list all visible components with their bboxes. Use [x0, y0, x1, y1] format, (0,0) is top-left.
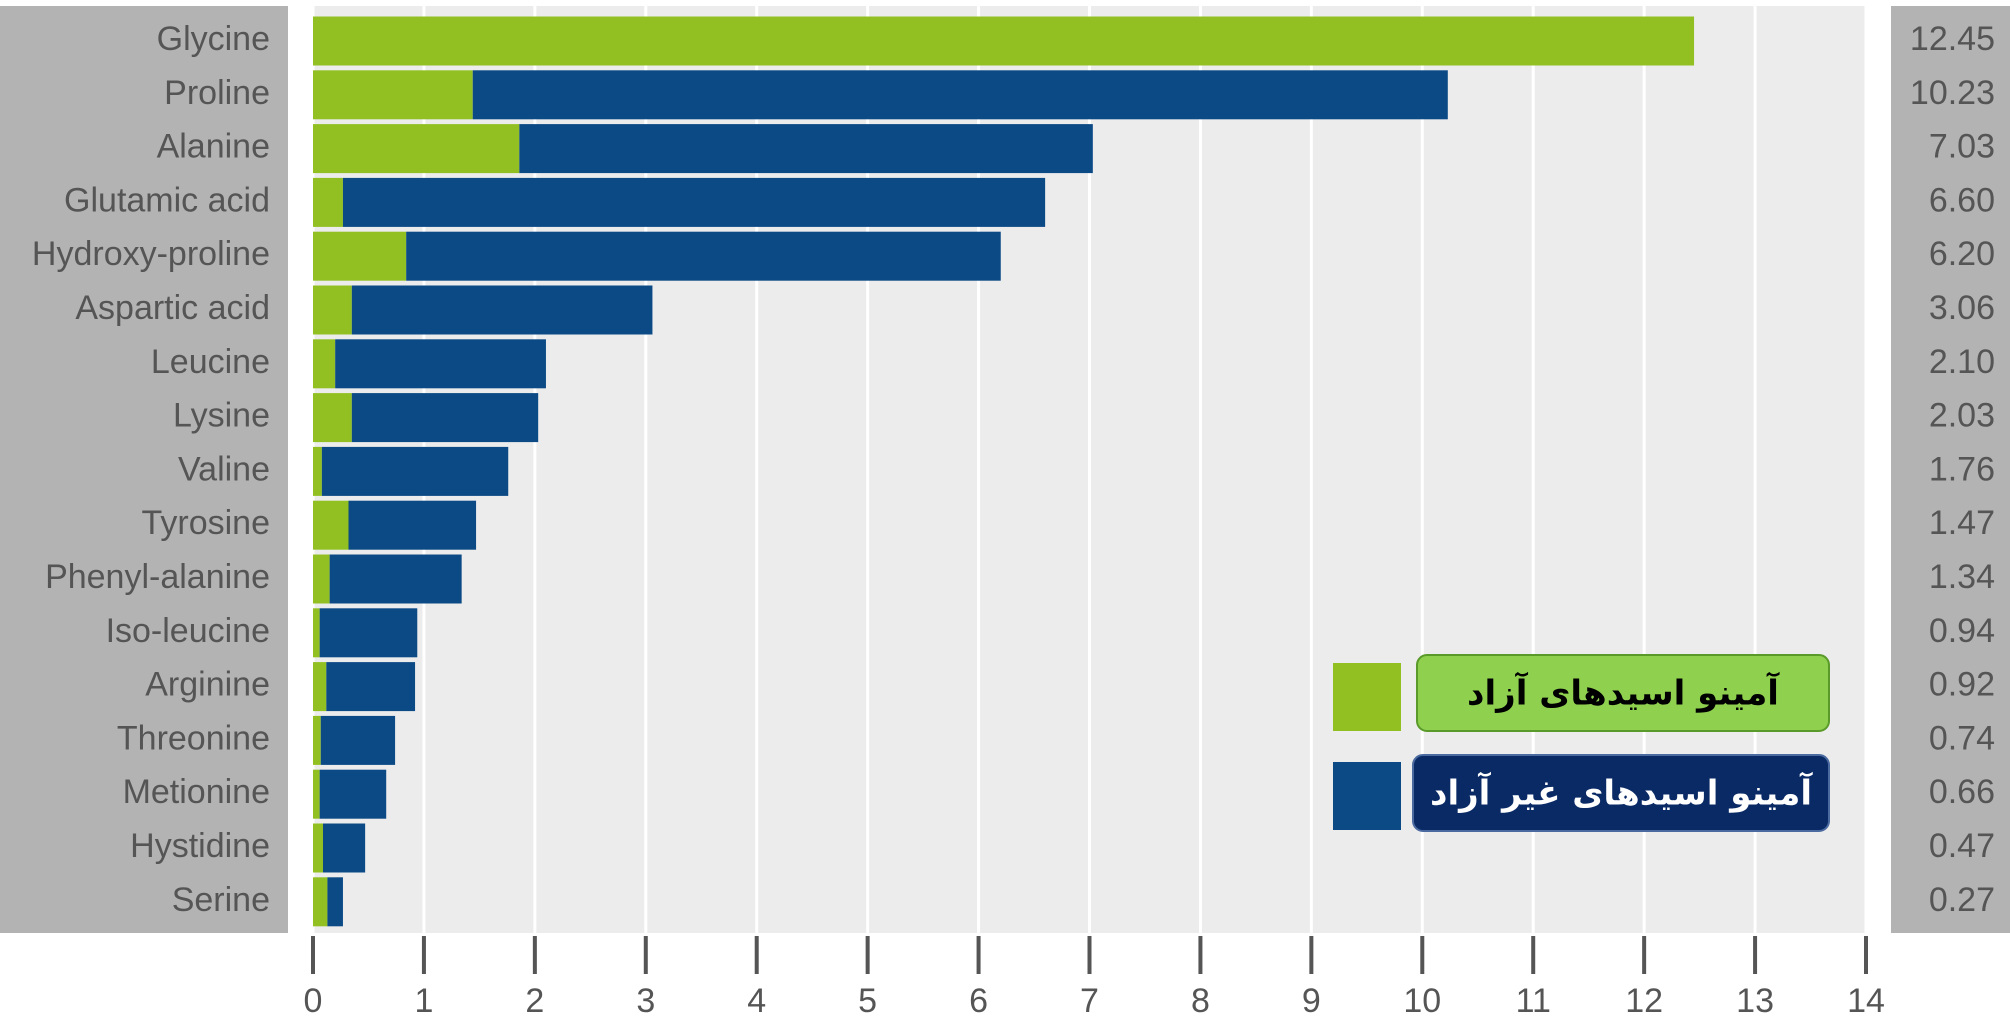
category-label: Phenyl-alanine: [45, 558, 270, 596]
total-label: 0.94: [1929, 612, 1995, 650]
bar-segment: [313, 177, 343, 227]
category-label: Tyrosine: [142, 504, 271, 542]
x-tick-label: 9: [1302, 982, 1321, 1020]
x-tick-label: 4: [747, 982, 766, 1020]
total-label: 0.74: [1929, 719, 1995, 757]
bar-segment: [519, 124, 1093, 174]
x-tick-label: 0: [304, 982, 323, 1020]
x-tick-label: 5: [858, 982, 877, 1020]
bar-segment: [348, 500, 477, 550]
category-label: Hystidine: [130, 827, 270, 865]
legend-box: [1416, 654, 1830, 732]
total-label: 12.45: [1910, 20, 1995, 58]
total-label: 3.06: [1929, 289, 1995, 327]
bar-segment: [313, 877, 328, 927]
total-label: 1.76: [1929, 450, 1995, 488]
x-tick-label: 10: [1403, 982, 1441, 1020]
category-label: Proline: [164, 74, 270, 112]
x-tick-label: 7: [1080, 982, 1099, 1020]
bar-segment: [313, 554, 330, 604]
bar-segment: [321, 446, 509, 496]
total-label: 1.47: [1929, 504, 1995, 542]
category-label: Lysine: [173, 397, 270, 435]
bar-segment: [313, 715, 321, 765]
total-label: 6.20: [1929, 235, 1995, 273]
bar-segment: [313, 446, 322, 496]
bar-segment: [320, 715, 396, 765]
total-label: 0.92: [1929, 666, 1995, 704]
bar-segment: [472, 70, 1448, 120]
total-label: 6.60: [1929, 181, 1995, 219]
category-label: Aspartic acid: [75, 289, 270, 327]
total-label: 7.03: [1929, 128, 1995, 166]
x-tick-label: 13: [1736, 982, 1774, 1020]
bar-segment: [313, 70, 473, 120]
total-label: 1.34: [1929, 558, 1995, 596]
legend-label: آمینو اسیدهای غیر آزاد: [1430, 772, 1813, 814]
bar-segment: [313, 769, 320, 819]
total-label: 10.23: [1910, 74, 1995, 112]
category-label: Iso-leucine: [106, 612, 270, 650]
bar-segment: [313, 339, 336, 389]
category-label: Leucine: [151, 343, 270, 381]
bar-segment: [351, 285, 653, 335]
legend-swatch: [1333, 663, 1401, 731]
category-label: Serine: [172, 881, 270, 919]
x-tick-label: 3: [636, 982, 655, 1020]
category-label: Threonine: [117, 719, 270, 757]
x-tick-label: 12: [1625, 982, 1663, 1020]
bar-segment: [326, 662, 416, 712]
total-label: 2.10: [1929, 343, 1995, 381]
x-tick-label: 14: [1847, 982, 1885, 1020]
bar-segment: [313, 285, 352, 335]
bar-segment: [319, 769, 387, 819]
bar-segment: [313, 231, 407, 281]
x-tick-label: 11: [1516, 982, 1551, 1020]
bar-segment: [335, 339, 546, 389]
bar-segment: [351, 393, 539, 443]
category-label: Valine: [178, 450, 270, 488]
bar-segment: [406, 231, 1001, 281]
legend-box: [1412, 754, 1830, 832]
bar-segment: [313, 500, 349, 550]
x-tick-label: 6: [969, 982, 988, 1020]
x-tick-label: 1: [414, 982, 433, 1020]
category-label: Arginine: [145, 666, 270, 704]
category-label: Alanine: [157, 128, 270, 166]
total-label: 0.47: [1929, 827, 1995, 865]
total-panel: [1891, 6, 2010, 933]
bar-segment: [319, 608, 418, 658]
bar-segment: [313, 608, 320, 658]
legend-label: آمینو اسیدهای آزاد: [1467, 672, 1780, 714]
total-label: 2.03: [1929, 397, 1995, 435]
bar-segment: [342, 177, 1046, 227]
category-panel: [0, 6, 288, 933]
category-label: Glutamic acid: [64, 181, 270, 219]
x-tick-label: 2: [525, 982, 544, 1020]
bar-segment: [327, 877, 343, 927]
total-label: 0.66: [1929, 773, 1995, 811]
total-label: 0.27: [1929, 881, 1995, 919]
legend-swatch: [1333, 762, 1401, 830]
bar-segment: [313, 16, 1695, 66]
category-label: Metionine: [123, 773, 270, 811]
bar-segment: [313, 662, 327, 712]
category-label: Glycine: [157, 20, 270, 58]
category-label: Hydroxy-proline: [32, 235, 270, 273]
bar-segment: [329, 554, 462, 604]
bar-segment: [322, 823, 366, 873]
bar-segment: [313, 823, 323, 873]
x-tick-label: 8: [1191, 982, 1210, 1020]
bar-segment: [313, 393, 352, 443]
bar-segment: [313, 124, 520, 174]
